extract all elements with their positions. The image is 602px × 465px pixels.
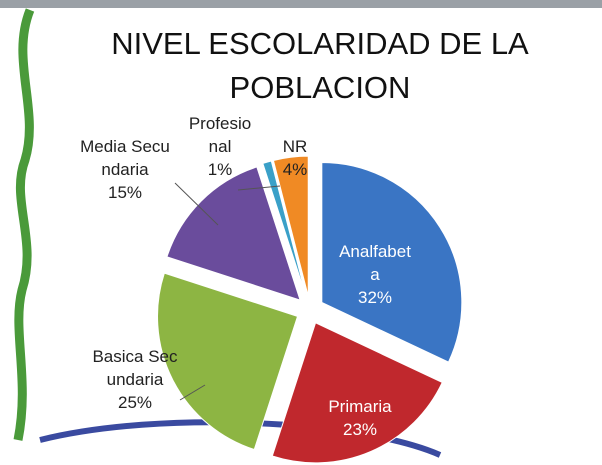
value-label: 23% bbox=[310, 418, 410, 441]
category-label: Analfabeta bbox=[335, 240, 415, 286]
value-label: 15% bbox=[80, 181, 170, 204]
chart-title: NIVEL ESCOLARIDAD DE LA POBLACION bbox=[80, 22, 560, 110]
top-bar bbox=[0, 0, 602, 8]
value-label: 25% bbox=[90, 391, 180, 414]
category-label: NR bbox=[272, 135, 318, 158]
chart: NIVEL ESCOLARIDAD DE LA POBLACION Analfa… bbox=[0, 0, 602, 465]
category-label: Basica Secundaria bbox=[90, 345, 180, 391]
category-label: Media Secundaria bbox=[80, 135, 170, 181]
decor-swirl bbox=[18, 10, 30, 440]
value-label: 1% bbox=[185, 158, 255, 181]
category-label: Profesional bbox=[185, 112, 255, 158]
value-label: 32% bbox=[335, 286, 415, 309]
value-label: 4% bbox=[272, 158, 318, 181]
category-label: Primaria bbox=[310, 395, 410, 418]
